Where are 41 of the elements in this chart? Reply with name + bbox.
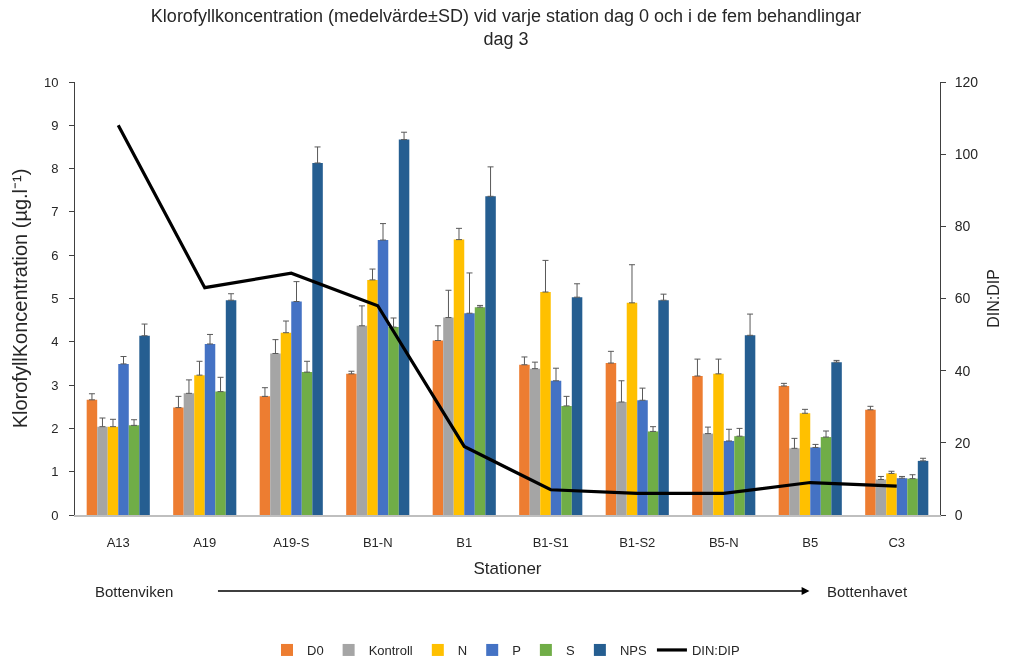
chart-title: Klorofyllkoncentration (medelvärde±SD) vid varje station dag 0 och i de fem behandlingar dag 3	[150, 5, 862, 49]
x-tick-label: B5	[802, 534, 819, 550]
y-tick-label: 6	[51, 247, 59, 263]
text: Bottenhavet	[827, 583, 908, 600]
y2-tick-label: 100	[954, 146, 979, 163]
x-tick-label: B1-S1	[532, 534, 569, 550]
x-tick-label: B1-N	[362, 534, 393, 550]
y2-axis-title: DIN:DIP	[985, 269, 1003, 328]
y-tick-label: 3	[51, 377, 59, 393]
y2-tick-label: 80	[954, 218, 971, 235]
x-tick-label: B1	[456, 534, 473, 550]
x-tick-label: C3	[888, 534, 906, 550]
y2-tick-label: 20	[954, 434, 971, 451]
legend-label: Kontroll	[368, 643, 413, 659]
y-axis-title: KlorofyllKoncentration (µg.l⁻¹)	[9, 168, 32, 429]
y2-tick-label: 40	[954, 362, 971, 379]
y2-tick-label: 120	[954, 73, 979, 90]
y-tick-label: 1	[51, 464, 59, 480]
y-tick-label: 4	[51, 334, 59, 350]
x-tick-label: A19	[193, 534, 217, 550]
legend-label: P	[512, 643, 521, 659]
legend-label: DIN:DIP	[691, 643, 740, 659]
text: Bottenviken	[95, 583, 174, 600]
legend-label: S	[565, 643, 575, 659]
legend-label: N	[457, 643, 468, 659]
y2-tick-label: 60	[954, 290, 971, 307]
y-tick-label: 0	[51, 507, 59, 523]
legend-label: D0	[307, 643, 324, 659]
x-axis-title: Stationer	[473, 559, 542, 579]
x-tick-label: A19-S	[273, 534, 310, 550]
x-tick-label: B5-N	[708, 534, 739, 550]
x-tick-label: A13	[106, 534, 130, 550]
y-tick-label: 10	[43, 74, 59, 90]
legend-label: NPS	[619, 643, 647, 659]
y-tick-label: 7	[51, 204, 59, 220]
y-tick-label: 8	[51, 161, 59, 177]
x-tick-label: B1-S2	[619, 534, 656, 550]
y-tick-label: 9	[51, 117, 59, 133]
y2-tick-label: 0	[954, 506, 963, 523]
y-tick-label: 5	[51, 291, 59, 307]
y-tick-label: 2	[51, 420, 59, 436]
